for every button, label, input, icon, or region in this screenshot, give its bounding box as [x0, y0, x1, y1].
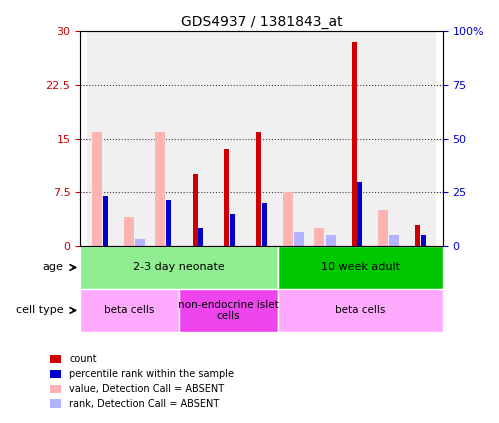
- Text: beta cells: beta cells: [104, 305, 155, 316]
- Bar: [135, 239, 145, 246]
- Bar: [256, 132, 261, 246]
- Bar: [166, 200, 171, 246]
- Title: GDS4937 / 1381843_at: GDS4937 / 1381843_at: [181, 15, 342, 29]
- Bar: [214, 31, 246, 246]
- Bar: [156, 132, 166, 246]
- Bar: [341, 31, 373, 246]
- FancyBboxPatch shape: [278, 246, 443, 289]
- Text: 10 week adult: 10 week adult: [321, 263, 400, 272]
- Text: cell type: cell type: [16, 305, 64, 316]
- Bar: [415, 225, 420, 246]
- Bar: [314, 228, 324, 246]
- FancyBboxPatch shape: [179, 289, 278, 332]
- Bar: [421, 235, 426, 246]
- Bar: [225, 149, 230, 246]
- FancyBboxPatch shape: [80, 246, 278, 289]
- Bar: [325, 235, 336, 246]
- Bar: [294, 232, 304, 246]
- Bar: [405, 31, 436, 246]
- Bar: [389, 235, 399, 246]
- FancyBboxPatch shape: [80, 289, 179, 332]
- Bar: [193, 174, 198, 246]
- Bar: [246, 31, 277, 246]
- Bar: [230, 214, 235, 246]
- Bar: [378, 210, 388, 246]
- Bar: [309, 31, 341, 246]
- Text: non-endocrine islet
cells: non-endocrine islet cells: [178, 299, 279, 321]
- Text: age: age: [43, 263, 64, 272]
- FancyBboxPatch shape: [278, 289, 443, 332]
- Legend: count, percentile rank within the sample, value, Detection Call = ABSENT, rank, : count, percentile rank within the sample…: [45, 349, 239, 414]
- Text: 2-3 day neonate: 2-3 day neonate: [133, 263, 225, 272]
- Bar: [351, 42, 356, 246]
- Bar: [261, 203, 266, 246]
- Bar: [282, 192, 293, 246]
- Bar: [357, 181, 362, 246]
- Bar: [373, 31, 405, 246]
- Bar: [150, 31, 182, 246]
- Bar: [277, 31, 309, 246]
- Bar: [124, 217, 134, 246]
- Bar: [118, 31, 150, 246]
- Bar: [86, 31, 118, 246]
- Text: beta cells: beta cells: [335, 305, 385, 316]
- Bar: [92, 132, 102, 246]
- Bar: [182, 31, 214, 246]
- Bar: [198, 228, 203, 246]
- Bar: [103, 196, 108, 246]
